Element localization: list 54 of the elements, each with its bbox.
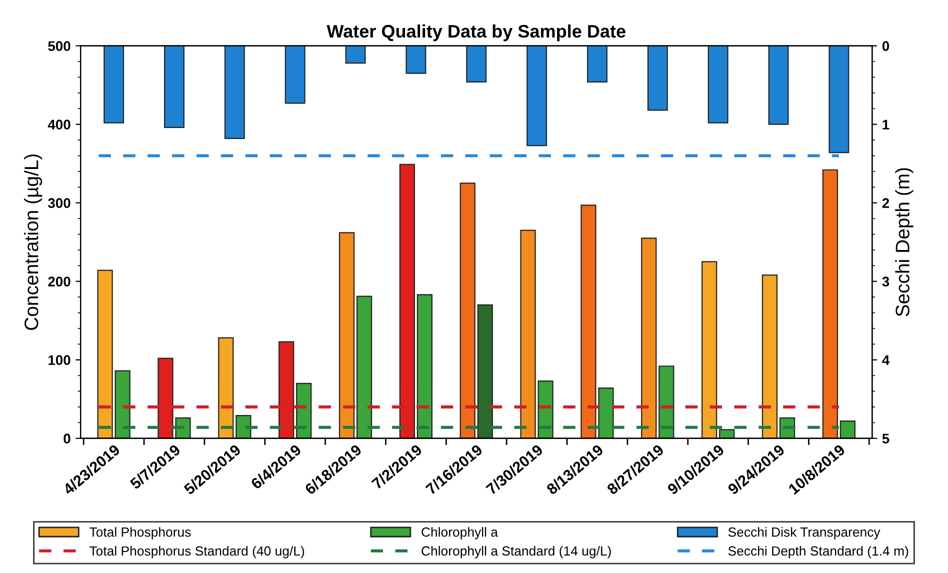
bar — [538, 380, 554, 438]
legend-label: Total Phosphorus Standard (40 ug/L) — [90, 546, 304, 558]
y-tick-label: 0 — [64, 434, 70, 444]
bar — [338, 232, 355, 438]
bar — [477, 304, 493, 438]
y-tick-label: 200 — [48, 276, 70, 287]
bar — [278, 341, 294, 438]
y-tick-label: 500 — [48, 41, 70, 52]
bar — [406, 46, 426, 74]
bar — [399, 164, 415, 438]
legend-label: Secchi Disk Transparency — [728, 527, 880, 540]
bar — [658, 366, 674, 438]
bar — [218, 337, 234, 438]
bar — [762, 274, 778, 438]
bar — [526, 46, 548, 146]
y2-tick-label: 0 — [882, 41, 890, 52]
bar — [768, 46, 789, 125]
bar — [224, 46, 245, 140]
y2-tick-label: 2 — [882, 198, 890, 208]
legend-label: Chlorophyll a Standard (14 ug/L) — [422, 546, 611, 558]
y-tick-label: 400 — [48, 120, 70, 130]
y2-tick-label: 5 — [882, 434, 890, 444]
bar — [840, 420, 856, 438]
y-tick-label: 300 — [48, 198, 70, 208]
bar — [822, 169, 838, 438]
bar — [164, 46, 184, 128]
bar — [719, 429, 735, 438]
y-tick-label: 100 — [48, 355, 70, 366]
bar — [641, 238, 657, 438]
bar — [647, 46, 668, 111]
bar — [97, 270, 113, 438]
bar — [345, 46, 366, 64]
y-axis-title: Concentration (µg/L) — [24, 154, 42, 330]
bar — [236, 415, 252, 438]
bar — [466, 46, 487, 83]
chart-title: Water Quality Data by Sample Date — [326, 24, 626, 42]
bar — [708, 46, 728, 124]
bar — [114, 370, 130, 438]
bar — [587, 46, 608, 83]
bar — [460, 182, 476, 438]
y2-tick-label: 1 — [882, 120, 890, 130]
legend-label: Total Phosphorus — [90, 527, 191, 540]
bar — [296, 382, 312, 438]
bar — [284, 46, 306, 104]
bar — [104, 46, 124, 124]
bar — [356, 296, 372, 438]
bar — [520, 230, 536, 438]
y2-axis-title: Secchi Depth (m) — [895, 168, 914, 316]
bar — [702, 261, 718, 438]
y2-tick-label: 3 — [882, 276, 890, 287]
legend-label: Chlorophyll a — [422, 527, 498, 540]
bar — [416, 294, 433, 438]
y2-tick-label: 4 — [882, 355, 890, 365]
legend-label: Secchi Depth Standard (1.4 m) — [728, 546, 908, 558]
